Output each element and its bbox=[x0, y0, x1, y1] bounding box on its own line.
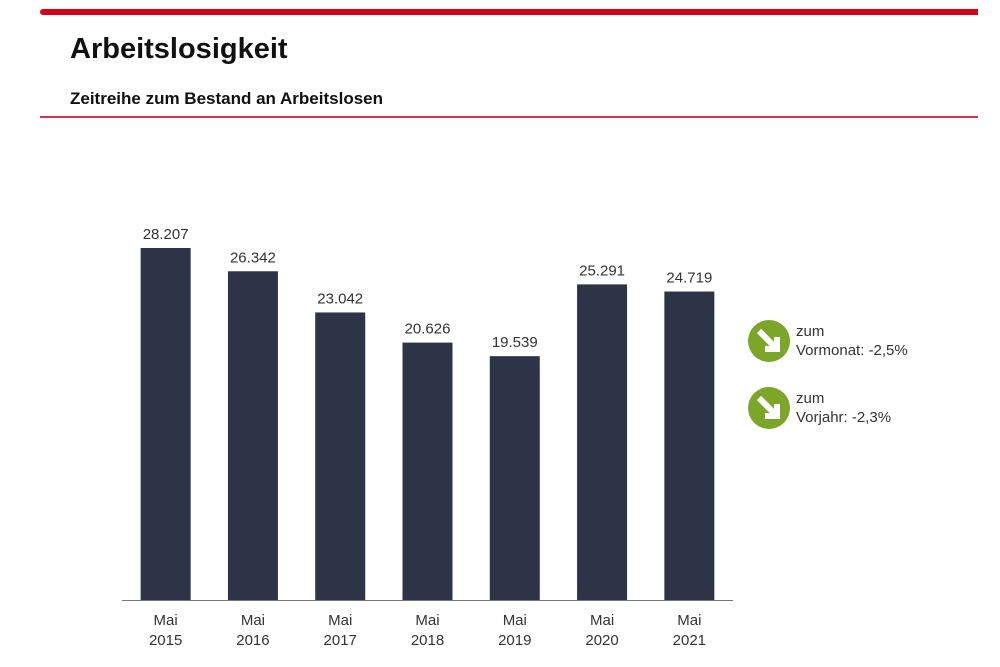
x-tick-label: Mai bbox=[328, 612, 352, 629]
x-tick-label: Mai bbox=[677, 612, 701, 629]
data-label: 24.719 bbox=[666, 270, 712, 287]
page-title: Arbeitslosigkeit bbox=[70, 33, 288, 65]
x-tick-label: 2018 bbox=[411, 632, 444, 649]
bar bbox=[315, 312, 366, 600]
bar bbox=[664, 291, 715, 600]
x-tick-label: 2020 bbox=[585, 632, 618, 649]
bar bbox=[577, 284, 628, 600]
x-tick-label: 2016 bbox=[236, 632, 269, 649]
indicator-line2: Vorjahr: -2,3% bbox=[796, 409, 892, 426]
data-label: 23.042 bbox=[317, 290, 363, 307]
x-tick-label: Mai bbox=[415, 612, 439, 629]
x-tick-label: Mai bbox=[154, 612, 178, 629]
bar bbox=[402, 342, 453, 600]
divider bbox=[40, 116, 978, 118]
indicator-line2: Vormonat: -2,5% bbox=[796, 342, 908, 359]
bar bbox=[489, 356, 540, 600]
x-tick-label: 2017 bbox=[324, 632, 357, 649]
x-tick-label: 2021 bbox=[673, 632, 706, 649]
data-label: 19.539 bbox=[492, 334, 538, 351]
arrow-down-right-icon bbox=[748, 320, 790, 362]
x-tick-label: 2015 bbox=[149, 632, 182, 649]
x-tick-label: Mai bbox=[590, 612, 614, 629]
indicator-vormonat: zum Vormonat: -2,5% bbox=[748, 320, 908, 362]
data-label: 20.626 bbox=[405, 321, 451, 338]
data-label: 28.207 bbox=[143, 226, 189, 243]
data-label: 25.291 bbox=[579, 262, 625, 279]
data-label: 26.342 bbox=[230, 249, 276, 266]
bar bbox=[227, 271, 278, 600]
indicator-line1: zum bbox=[796, 323, 825, 340]
x-tick-label: Mai bbox=[503, 612, 527, 629]
accent-bar bbox=[40, 9, 978, 15]
x-tick-label: Mai bbox=[241, 612, 265, 629]
indicator-line1: zum bbox=[796, 390, 825, 407]
arrow-down-right-icon bbox=[748, 387, 790, 429]
page-subtitle: Zeitreihe zum Bestand an Arbeitslosen bbox=[70, 89, 383, 108]
x-tick-label: 2019 bbox=[498, 632, 531, 649]
bar bbox=[140, 248, 191, 600]
indicator-vorjahr: zum Vorjahr: -2,3% bbox=[748, 387, 891, 429]
